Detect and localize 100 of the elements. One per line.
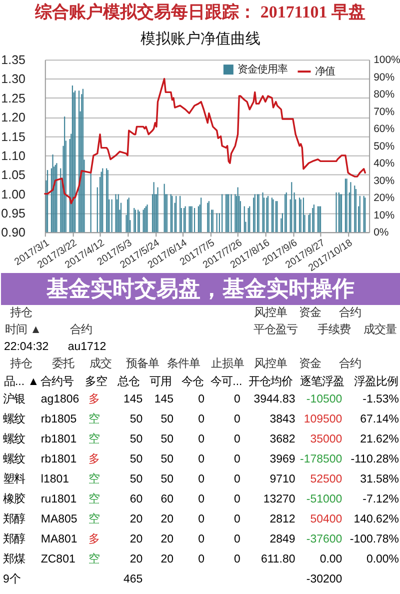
y-tick-label: 1.30 xyxy=(1,72,26,86)
text: 0 xyxy=(198,553,204,566)
text: 0 xyxy=(234,474,240,486)
text: 风控单 xyxy=(254,356,287,370)
legend-label: 净值 xyxy=(315,66,336,78)
text: 委托 xyxy=(52,356,74,370)
text: 可用 xyxy=(150,376,172,388)
text: 基金实时交易盘，基金实时操作 xyxy=(46,276,354,302)
text: 50400 xyxy=(310,513,342,526)
text: 20 xyxy=(160,513,174,526)
text: 开仓均价 xyxy=(248,376,292,388)
y2-tick-label: 70% xyxy=(374,106,395,118)
text: -100.78% xyxy=(350,533,400,546)
text: 2849 xyxy=(270,533,296,546)
text: 50 xyxy=(130,454,143,466)
y2-tick-label: 50% xyxy=(374,141,395,152)
text: 预备单 xyxy=(126,356,160,370)
text: 465 xyxy=(124,573,143,586)
y2-tick-label: 0% xyxy=(374,228,389,239)
text: 0 xyxy=(234,493,240,506)
text: 145 xyxy=(154,394,174,406)
text: 合约 xyxy=(339,356,362,370)
text: 空 xyxy=(88,472,100,486)
text: rb1805 xyxy=(40,414,77,426)
text: 20 xyxy=(130,513,143,526)
y-tick-label: 0.90 xyxy=(1,226,26,240)
text: 0 xyxy=(234,533,240,546)
text: 35000 xyxy=(310,434,342,446)
text: 20 xyxy=(160,553,174,566)
text: 0 xyxy=(198,434,204,446)
text: 50 xyxy=(160,414,174,426)
text: 空 xyxy=(88,492,100,506)
text: 0 xyxy=(234,454,240,466)
y-tick-label: 1.05 xyxy=(1,168,26,182)
text: 3843 xyxy=(270,414,296,426)
y2-tick-label: 100% xyxy=(374,55,400,66)
y-tick-label: 1.10 xyxy=(1,148,26,163)
text: 持仓 xyxy=(10,358,32,370)
text: 0 xyxy=(234,513,240,526)
text: 50 xyxy=(130,434,143,446)
text: 0 xyxy=(198,414,204,426)
text: 橡胶 xyxy=(2,492,25,506)
y-tick-label: 0.95 xyxy=(1,206,26,220)
text: 郑煤 xyxy=(2,553,25,566)
text: 塑料 xyxy=(2,472,25,486)
text: 0 xyxy=(234,414,240,426)
text: 50 xyxy=(160,454,174,466)
text: 0 xyxy=(234,394,240,406)
text: 合约号 xyxy=(40,374,74,388)
text: 52500 xyxy=(310,474,342,486)
text: 手续费 xyxy=(318,322,351,336)
text: 21.62% xyxy=(360,434,400,446)
text: 多 xyxy=(88,454,100,466)
text: 螺纹 xyxy=(2,452,25,466)
text: 0 xyxy=(198,533,204,546)
text: MA801 xyxy=(40,533,78,546)
text: 50 xyxy=(130,474,143,486)
text: 止损单 xyxy=(210,356,244,370)
text: 0 xyxy=(198,474,204,486)
text: 22:04:32 xyxy=(4,340,49,353)
text: 品... ▲ xyxy=(4,376,40,388)
text: 2812 xyxy=(270,513,296,526)
text: 多 xyxy=(88,394,100,406)
text: 平仓盈亏 xyxy=(253,324,298,336)
text: 螺纹 xyxy=(2,432,25,446)
text: 50 xyxy=(160,434,174,446)
text: 0 xyxy=(234,553,240,566)
text: 螺纹 xyxy=(2,412,25,426)
text: 合约 xyxy=(339,306,362,319)
legend-label: 资金使用率 xyxy=(237,64,288,76)
text: 成交量 xyxy=(364,322,397,336)
text: 140.62% xyxy=(354,513,400,526)
text: ru1801 xyxy=(40,493,77,506)
text: -7.12% xyxy=(362,493,400,506)
text: rb1801 xyxy=(40,454,77,466)
text: 31.58% xyxy=(360,474,400,486)
text: 50 xyxy=(160,474,174,486)
text: 多空 xyxy=(84,374,107,388)
y-tick-label: 1.15 xyxy=(1,130,26,144)
text: 109500 xyxy=(304,414,342,426)
text: 风控单 xyxy=(254,306,287,319)
text: 67.14% xyxy=(360,414,400,426)
text: 0.00 xyxy=(320,553,342,566)
text: ZC801 xyxy=(40,553,76,566)
text: 浮盈比例 xyxy=(354,374,398,388)
text: 空 xyxy=(88,432,100,446)
text: 50 xyxy=(130,414,143,426)
chart-title: 综合账户模拟交易每日跟踪： 20171101 早盘 xyxy=(34,2,366,22)
text: l1801 xyxy=(40,474,69,486)
text: 空 xyxy=(88,512,100,526)
text: 沪银 xyxy=(2,392,25,406)
text: 合约 xyxy=(70,322,92,336)
text: 总仓 xyxy=(116,374,140,388)
chart-subtitle: 模拟账户净值曲线 xyxy=(140,30,260,48)
text: 时间 ▲ xyxy=(4,322,42,336)
text: -51000 xyxy=(306,493,342,506)
text: 逐笔浮盈 xyxy=(300,374,344,388)
y-tick-label: 1.00 xyxy=(1,187,26,202)
y-tick-label: 1.20 xyxy=(1,110,26,125)
text: 空 xyxy=(88,552,100,566)
